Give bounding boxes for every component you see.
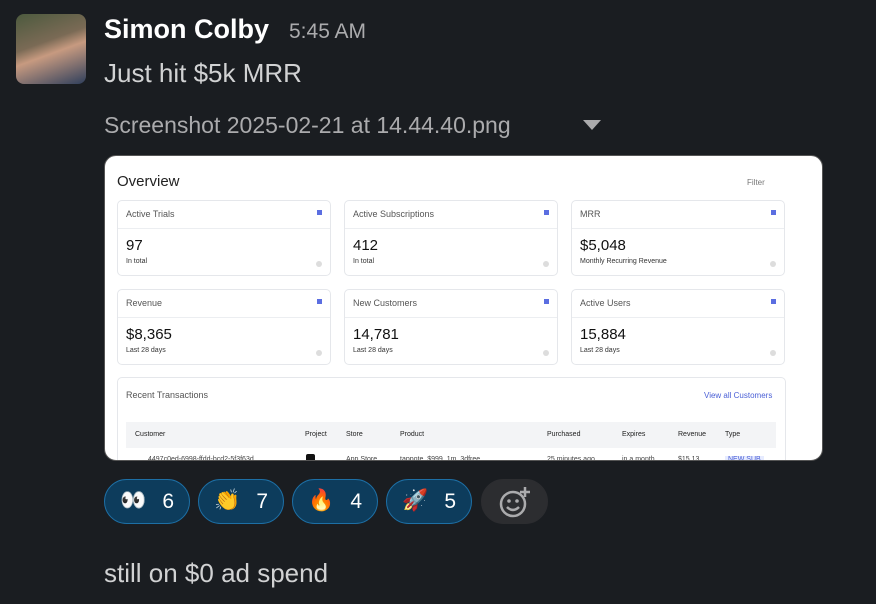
metric-subtitle: Last 28 days bbox=[126, 347, 166, 354]
info-icon bbox=[543, 261, 549, 267]
reaction-count: 4 bbox=[350, 490, 362, 513]
reaction-pill[interactable]: 🚀 5 bbox=[386, 479, 472, 524]
card-divider bbox=[118, 228, 330, 229]
table-header: Purchased bbox=[547, 431, 581, 438]
project-icon bbox=[306, 454, 315, 460]
table-header: Expires bbox=[622, 431, 646, 438]
reaction-pill[interactable]: 🔥 4 bbox=[292, 479, 378, 524]
table-header-bg bbox=[126, 422, 776, 448]
add-reaction-icon bbox=[499, 487, 530, 518]
followup-text: still on $0 ad spend bbox=[104, 558, 329, 588]
filter-button: Filter bbox=[747, 178, 765, 187]
reaction-count: 7 bbox=[256, 490, 268, 513]
author-name[interactable]: Simon Colby bbox=[104, 14, 270, 44]
metric-label: Active Trials bbox=[126, 209, 175, 219]
metric-card: Active Trials 97 In total bbox=[117, 200, 331, 276]
card-divider bbox=[345, 228, 557, 229]
recent-transactions-card: Recent Transactions View all Customers C… bbox=[117, 377, 786, 461]
dashboard-title: Overview bbox=[117, 173, 180, 190]
message-text: Just hit $5k MRR bbox=[104, 58, 302, 88]
table-cell: App Store bbox=[346, 456, 378, 461]
reaction-count: 5 bbox=[444, 490, 456, 513]
reaction-emoji: 🚀 bbox=[402, 489, 429, 512]
reaction-pill[interactable]: 👀 6 bbox=[104, 479, 190, 524]
metric-label: Active Users bbox=[580, 298, 631, 308]
info-icon bbox=[770, 261, 776, 267]
add-reaction[interactable] bbox=[481, 479, 548, 524]
attachment-filename[interactable]: Screenshot 2025-02-21 at 14.44.40.png bbox=[104, 112, 511, 138]
timestamp[interactable]: 5:45 AM bbox=[289, 20, 367, 43]
reaction-emoji: 🔥 bbox=[308, 489, 335, 512]
table-header: Product bbox=[400, 431, 425, 438]
metric-card: Active Subscriptions 412 In total bbox=[344, 200, 558, 276]
table-cell: NEW SUB bbox=[725, 456, 764, 460]
table-header: Revenue bbox=[678, 431, 707, 438]
metric-value: 14,781 bbox=[353, 326, 399, 343]
info-icon bbox=[316, 350, 322, 356]
reaction-count: 6 bbox=[162, 490, 174, 513]
reaction-pill[interactable]: 👏 7 bbox=[198, 479, 284, 524]
reaction-emoji: 👀 bbox=[120, 489, 147, 512]
view-all-link: View all Customers bbox=[704, 391, 773, 400]
metric-label: Revenue bbox=[126, 298, 163, 308]
info-icon bbox=[316, 261, 322, 267]
dropdown-caret[interactable] bbox=[582, 118, 602, 132]
card-icon bbox=[544, 299, 549, 304]
transactions-title: Recent Transactions bbox=[126, 390, 209, 400]
table-header: Customer bbox=[135, 431, 166, 438]
card-icon bbox=[317, 210, 322, 215]
metric-subtitle: Last 28 days bbox=[353, 347, 393, 354]
card-icon bbox=[544, 210, 549, 215]
avatar[interactable] bbox=[16, 14, 86, 84]
info-icon bbox=[770, 350, 776, 356]
card-divider bbox=[118, 317, 330, 318]
table-header: Type bbox=[725, 431, 741, 438]
card-divider bbox=[572, 228, 784, 229]
card-icon bbox=[771, 299, 776, 304]
screenshot-image[interactable]: Overview Filter Recent Transactions View… bbox=[104, 155, 823, 461]
metric-label: New Customers bbox=[353, 298, 418, 308]
info-icon bbox=[543, 350, 549, 356]
card-icon bbox=[317, 299, 322, 304]
metric-card: MRR $5,048 Monthly Recurring Revenue bbox=[571, 200, 785, 276]
metric-card: New Customers 14,781 Last 28 days bbox=[344, 289, 558, 365]
metric-value: 412 bbox=[353, 237, 379, 254]
table-header: Project bbox=[305, 431, 327, 438]
table-header: Store bbox=[346, 431, 363, 438]
table-cell: 25 minutes ago bbox=[547, 456, 595, 461]
metric-subtitle: Last 28 days bbox=[580, 347, 620, 354]
metric-label: Active Subscriptions bbox=[353, 209, 435, 219]
table-cell: 4497c0ed-6998-ffdd-bcd2-5f3f63d bbox=[148, 456, 254, 461]
metric-card: Revenue $8,365 Last 28 days bbox=[117, 289, 331, 365]
table-cell: $15.13 bbox=[678, 456, 700, 461]
metric-value: 97 bbox=[126, 237, 143, 254]
metric-subtitle: In total bbox=[353, 258, 375, 265]
metric-card: Active Users 15,884 Last 28 days bbox=[571, 289, 785, 365]
reaction-emoji: 👏 bbox=[214, 489, 241, 512]
card-divider bbox=[345, 317, 557, 318]
card-divider bbox=[572, 317, 784, 318]
metric-value: $8,365 bbox=[126, 326, 172, 343]
table-cell: tappote_$999_1m_3dfree bbox=[400, 456, 481, 461]
metric-subtitle: In total bbox=[126, 258, 148, 265]
metric-label: MRR bbox=[580, 209, 601, 219]
table-cell: in a month bbox=[622, 456, 655, 461]
card-icon bbox=[771, 210, 776, 215]
metric-value: $5,048 bbox=[580, 237, 626, 254]
metric-subtitle: Monthly Recurring Revenue bbox=[580, 258, 667, 265]
metric-value: 15,884 bbox=[580, 326, 626, 343]
